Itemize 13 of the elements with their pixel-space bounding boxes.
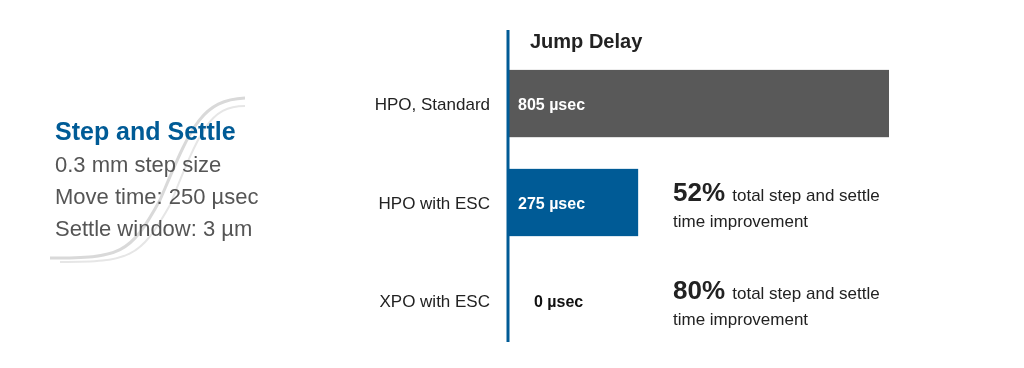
- data-label: 275 µsec: [518, 194, 586, 212]
- data-label: 0 µsec: [534, 293, 584, 311]
- text: Settle window: 3 µm: [55, 216, 253, 241]
- text: 0.3 mm step size: [55, 152, 222, 177]
- chart-title: Jump Delay: [530, 30, 644, 52]
- annotation: 52% total step and settle time improvement: [673, 176, 880, 231]
- y-tick-label: HPO with ESC: [378, 193, 490, 213]
- data-label: 805 µsec: [518, 95, 586, 113]
- text: Move time: 250 µsec: [55, 184, 259, 209]
- y-tick-label: HPO, Standard: [374, 94, 490, 114]
- annotation: 80% total step and settle time improvement: [673, 275, 880, 330]
- text: Step and Settle: [55, 117, 236, 145]
- y-tick-label: XPO with ESC: [379, 292, 490, 312]
